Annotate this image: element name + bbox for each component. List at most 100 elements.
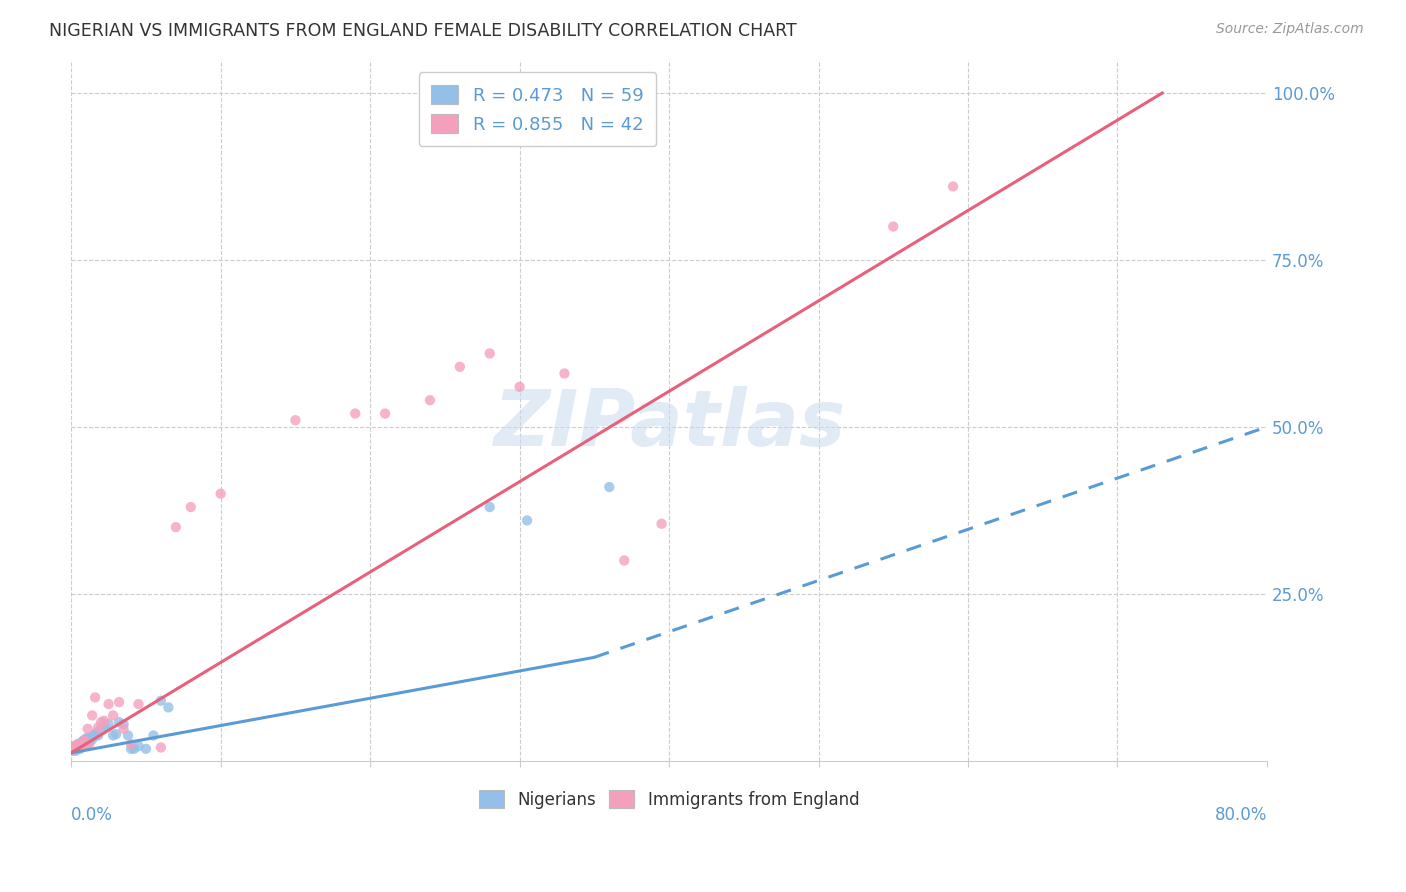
Point: [66, 740, 89, 755]
Text: 80.0%: 80.0%: [1215, 806, 1267, 824]
Point: [97, 717, 120, 731]
Point: [209, 486, 232, 500]
Point: [70, 735, 93, 749]
Point: [90, 722, 112, 736]
Point: [516, 513, 538, 527]
Point: [84, 690, 107, 705]
Point: [101, 729, 124, 743]
Point: [284, 413, 307, 427]
Point: [63, 741, 86, 756]
Point: [120, 737, 142, 751]
Point: [105, 727, 128, 741]
Point: [882, 219, 904, 234]
Point: [76, 731, 98, 745]
Point: [117, 729, 139, 743]
Point: [419, 393, 441, 408]
Point: [72, 735, 94, 749]
Point: [374, 407, 396, 421]
Legend: Nigerians, Immigrants from England: Nigerians, Immigrants from England: [472, 783, 866, 815]
Point: [70, 739, 93, 753]
Point: [149, 694, 172, 708]
Point: [598, 480, 620, 494]
Point: [77, 732, 100, 747]
Point: [97, 697, 120, 711]
Point: [66, 737, 89, 751]
Point: [75, 739, 97, 753]
Point: [128, 739, 150, 753]
Point: [120, 741, 142, 756]
Point: [87, 729, 110, 743]
Point: [87, 721, 110, 735]
Point: [142, 729, 165, 743]
Point: [62, 741, 84, 756]
Point: [165, 520, 187, 534]
Point: [67, 741, 90, 756]
Point: [69, 740, 91, 755]
Point: [86, 726, 108, 740]
Point: [73, 732, 96, 747]
Point: [101, 708, 124, 723]
Point: [67, 737, 90, 751]
Point: [77, 737, 100, 751]
Point: [75, 735, 97, 749]
Point: [65, 741, 87, 756]
Point: [72, 733, 94, 747]
Point: [72, 737, 94, 751]
Point: [90, 715, 112, 730]
Point: [157, 700, 180, 714]
Point: [122, 741, 145, 756]
Point: [84, 727, 107, 741]
Point: [66, 740, 89, 755]
Point: [553, 367, 575, 381]
Point: [70, 737, 93, 751]
Point: [128, 697, 150, 711]
Point: [75, 733, 97, 747]
Point: [65, 739, 87, 753]
Point: [63, 740, 86, 755]
Point: [69, 739, 91, 753]
Point: [509, 380, 531, 394]
Point: [70, 737, 93, 751]
Point: [65, 741, 87, 756]
Point: [69, 737, 91, 751]
Point: [79, 731, 101, 745]
Point: [93, 719, 115, 733]
Point: [108, 715, 131, 730]
Point: [66, 741, 89, 756]
Point: [63, 740, 86, 755]
Point: [76, 732, 98, 747]
Point: [344, 407, 367, 421]
Point: [82, 732, 104, 747]
Point: [77, 735, 100, 749]
Point: [62, 741, 84, 756]
Point: [478, 500, 501, 514]
Point: [66, 739, 89, 753]
Point: [65, 744, 87, 758]
Point: [65, 740, 87, 755]
Point: [69, 739, 91, 753]
Point: [73, 733, 96, 747]
Point: [73, 735, 96, 749]
Point: [76, 722, 98, 736]
Point: [180, 500, 202, 514]
Text: Source: ZipAtlas.com: Source: ZipAtlas.com: [1216, 22, 1364, 37]
Point: [82, 708, 104, 723]
Point: [67, 739, 90, 753]
Point: [942, 179, 965, 194]
Point: [112, 717, 135, 731]
Point: [67, 739, 90, 753]
Point: [108, 695, 131, 709]
Point: [62, 744, 84, 758]
Point: [149, 740, 172, 755]
Point: [67, 740, 90, 755]
Point: [69, 741, 91, 756]
Point: [135, 741, 157, 756]
Point: [73, 733, 96, 747]
Point: [613, 553, 636, 567]
Point: [112, 722, 135, 736]
Text: 0.0%: 0.0%: [72, 806, 112, 824]
Point: [449, 359, 471, 374]
Point: [65, 739, 87, 753]
Point: [478, 346, 501, 360]
Point: [72, 735, 94, 749]
